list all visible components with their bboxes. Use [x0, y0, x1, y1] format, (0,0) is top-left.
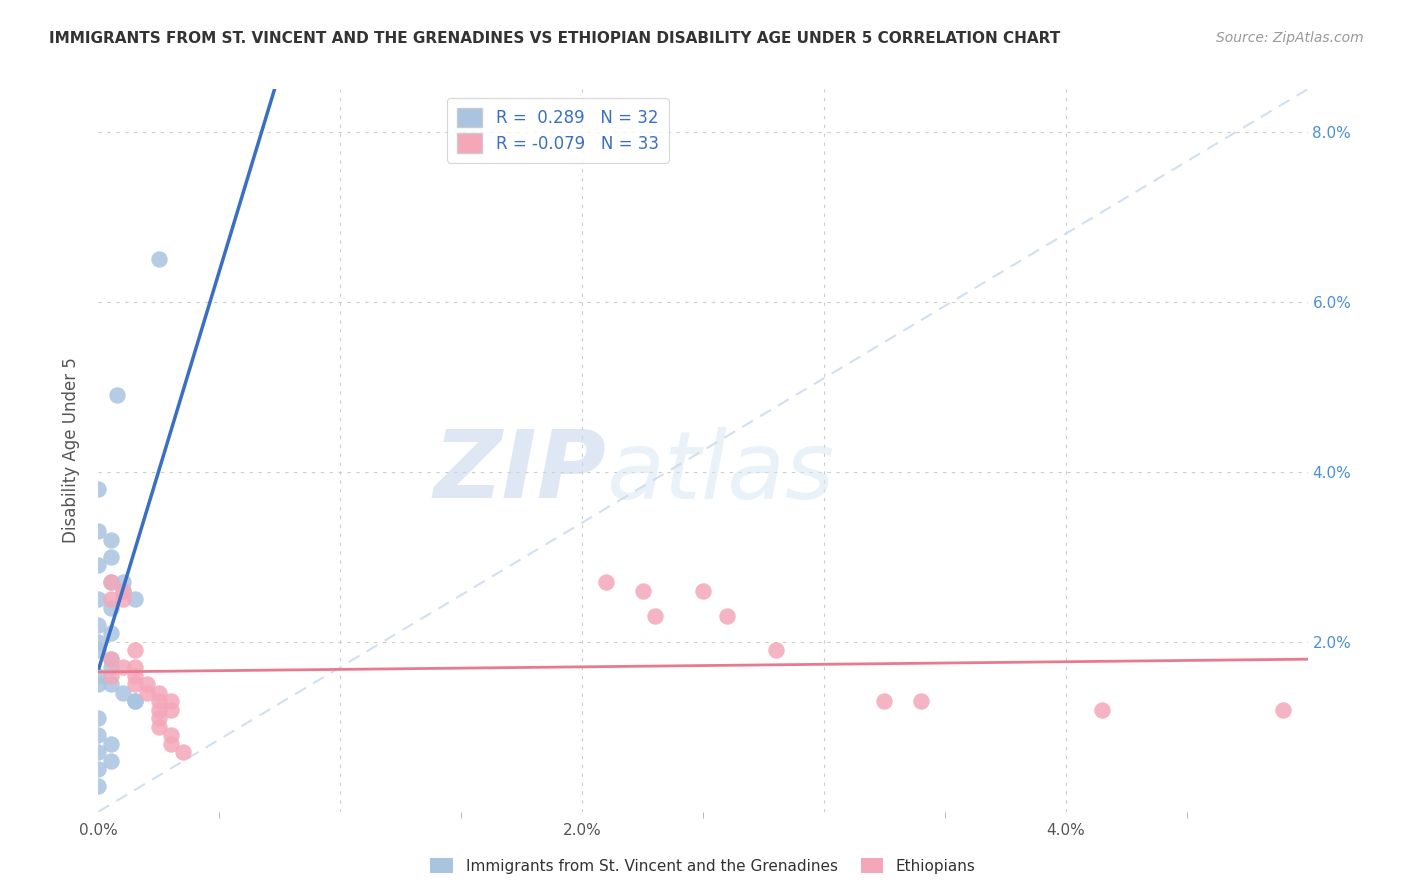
Point	[87, 779, 110, 793]
Point	[172, 745, 194, 759]
Point	[124, 660, 146, 674]
Point	[100, 533, 122, 547]
Point	[148, 252, 170, 267]
Point	[1272, 703, 1295, 717]
Point	[111, 592, 134, 607]
Point	[160, 703, 183, 717]
Point	[910, 694, 932, 708]
Point	[105, 388, 128, 402]
Point	[100, 754, 122, 768]
Point	[148, 711, 170, 725]
Point	[124, 677, 146, 691]
Point	[148, 694, 170, 708]
Point	[100, 737, 122, 751]
Point	[100, 660, 122, 674]
Point	[124, 592, 146, 607]
Point	[100, 549, 122, 564]
Point	[160, 728, 183, 742]
Point	[87, 643, 110, 657]
Point	[100, 575, 122, 590]
Point	[100, 651, 122, 665]
Point	[87, 745, 110, 759]
Legend: R =  0.289   N = 32, R = -0.079   N = 33: R = 0.289 N = 32, R = -0.079 N = 33	[447, 97, 669, 162]
Point	[100, 575, 122, 590]
Point	[111, 575, 134, 590]
Point	[87, 592, 110, 607]
Point	[124, 694, 146, 708]
Point	[87, 524, 110, 539]
Point	[148, 720, 170, 734]
Point	[100, 626, 122, 640]
Y-axis label: Disability Age Under 5: Disability Age Under 5	[62, 358, 80, 543]
Point	[111, 686, 134, 700]
Point	[148, 686, 170, 700]
Point	[111, 660, 134, 674]
Point	[100, 600, 122, 615]
Point	[644, 609, 666, 624]
Point	[111, 583, 134, 598]
Point	[631, 583, 654, 598]
Point	[87, 617, 110, 632]
Point	[124, 694, 146, 708]
Point	[100, 677, 122, 691]
Point	[100, 592, 122, 607]
Point	[124, 643, 146, 657]
Text: ZIP: ZIP	[433, 426, 606, 518]
Point	[595, 575, 617, 590]
Point	[87, 711, 110, 725]
Point	[135, 686, 157, 700]
Text: Source: ZipAtlas.com: Source: ZipAtlas.com	[1216, 31, 1364, 45]
Point	[87, 558, 110, 573]
Text: IMMIGRANTS FROM ST. VINCENT AND THE GRENADINES VS ETHIOPIAN DISABILITY AGE UNDER: IMMIGRANTS FROM ST. VINCENT AND THE GREN…	[49, 31, 1060, 46]
Point	[87, 677, 110, 691]
Point	[111, 583, 134, 598]
Point	[160, 737, 183, 751]
Point	[100, 669, 122, 683]
Text: atlas: atlas	[606, 426, 835, 517]
Point	[87, 634, 110, 648]
Point	[1091, 703, 1114, 717]
Point	[87, 669, 110, 683]
Point	[148, 703, 170, 717]
Point	[100, 651, 122, 665]
Point	[124, 669, 146, 683]
Point	[87, 482, 110, 496]
Point	[716, 609, 738, 624]
Point	[87, 762, 110, 776]
Point	[765, 643, 787, 657]
Point	[873, 694, 896, 708]
Point	[160, 694, 183, 708]
Point	[87, 728, 110, 742]
Point	[692, 583, 714, 598]
Point	[135, 677, 157, 691]
Legend: Immigrants from St. Vincent and the Grenadines, Ethiopians: Immigrants from St. Vincent and the Gren…	[425, 852, 981, 880]
